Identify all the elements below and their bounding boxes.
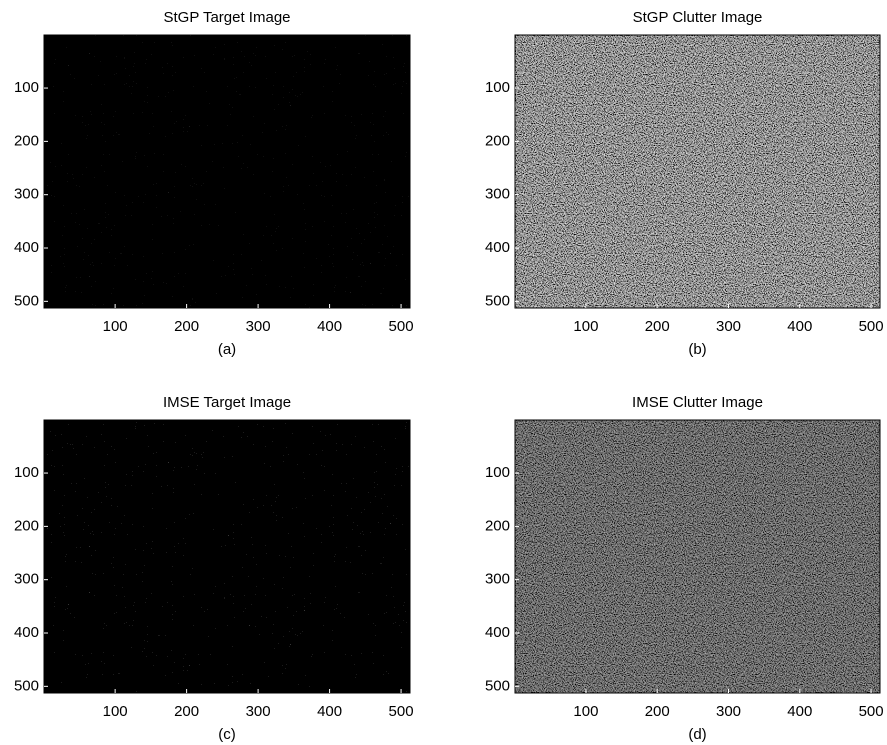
x-axis-label: (d) (688, 726, 706, 743)
x-tick-label: 200 (645, 318, 670, 335)
axes-title: IMSE Target Image (163, 394, 291, 411)
y-tick-label: 300 (485, 571, 510, 588)
y-tick-label: 400 (14, 239, 39, 256)
y-tick-label: 500 (485, 677, 510, 694)
y-tick-label: 300 (14, 186, 39, 203)
y-tick-label: 200 (485, 132, 510, 149)
image (44, 35, 410, 308)
x-axis-label: (b) (688, 341, 706, 358)
x-tick-label: 300 (246, 703, 271, 720)
x-tick-label: 500 (389, 318, 414, 335)
y-tick-label: 100 (14, 464, 39, 481)
x-tick-label: 200 (174, 318, 199, 335)
y-tick-label: 400 (485, 239, 510, 256)
y-tick-label: 300 (485, 186, 510, 203)
x-axis-label: (a) (218, 341, 236, 358)
figure: StGP Target Image (a) 100 200 300 400 500 100 20… (0, 0, 887, 745)
y-tick-label: 400 (14, 624, 39, 641)
y-tick-label: 500 (485, 292, 510, 309)
x-tick-label: 400 (317, 703, 342, 720)
x-tick-label: 500 (389, 703, 414, 720)
axes-title: StGP Clutter Image (633, 9, 763, 26)
y-tick-label: 200 (485, 517, 510, 534)
x-tick-label: 300 (716, 703, 741, 720)
y-tick-label: 200 (14, 132, 39, 149)
x-tick-label: 100 (573, 703, 598, 720)
x-tick-label: 100 (573, 318, 598, 335)
y-tick-label: 100 (485, 464, 510, 481)
x-tick-label: 500 (859, 703, 884, 720)
axes-title: IMSE Clutter Image (632, 394, 763, 411)
y-tick-label: 500 (14, 677, 39, 694)
x-tick-label: 300 (716, 318, 741, 335)
y-tick-label: 500 (14, 292, 39, 309)
y-tick-label: 200 (14, 517, 39, 534)
image (44, 420, 410, 693)
x-tick-label: 400 (787, 703, 812, 720)
x-tick-label: 100 (103, 318, 128, 335)
x-tick-label: 200 (174, 703, 199, 720)
image (515, 420, 880, 693)
x-tick-label: 400 (317, 318, 342, 335)
x-tick-label: 400 (787, 318, 812, 335)
y-tick-label: 100 (14, 79, 39, 96)
x-tick-label: 500 (859, 318, 884, 335)
x-tick-label: 200 (645, 703, 670, 720)
x-tick-label: 100 (103, 703, 128, 720)
page: StGP Target Image (a) 100 200 300 400 500 100 20… (0, 0, 887, 745)
axes-title: StGP Target Image (163, 9, 290, 26)
x-axis-label: (c) (218, 726, 236, 743)
y-tick-label: 400 (485, 624, 510, 641)
y-tick-label: 100 (485, 79, 510, 96)
x-tick-label: 300 (246, 318, 271, 335)
y-tick-label: 300 (14, 571, 39, 588)
image (515, 35, 880, 308)
